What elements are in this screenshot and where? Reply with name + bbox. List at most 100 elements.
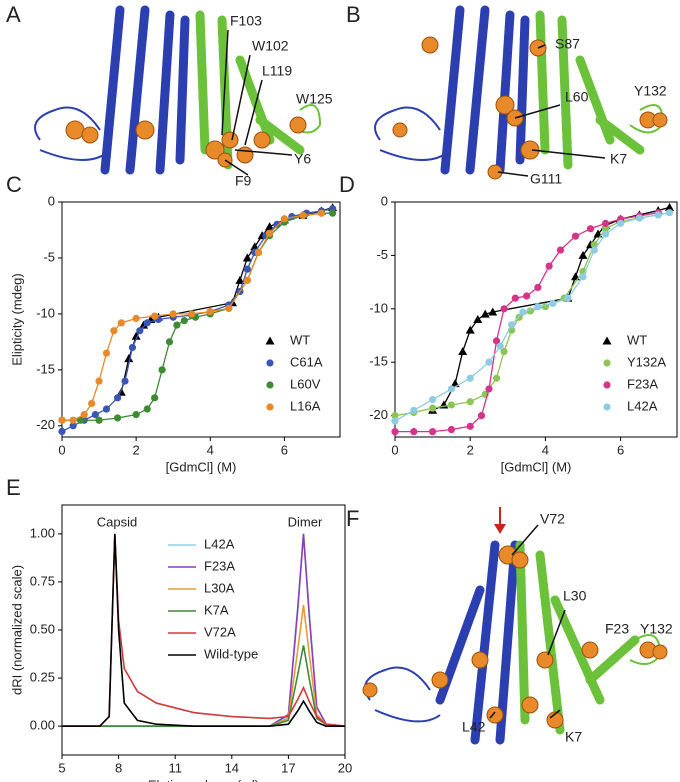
marker [429, 396, 437, 404]
legend-label: WT [290, 332, 310, 347]
marker [69, 416, 77, 424]
marker [458, 347, 468, 356]
marker [665, 209, 674, 217]
marker [188, 310, 196, 318]
marker [76, 416, 85, 424]
pointer [244, 79, 263, 146]
marker [466, 422, 474, 430]
residue-label: F23 [605, 621, 629, 637]
panel-letter: F [346, 506, 359, 531]
legend-marker [266, 381, 274, 389]
marker [132, 314, 140, 322]
marker [254, 248, 263, 256]
marker [273, 220, 281, 228]
legend-label: L16A [290, 398, 321, 413]
marker [173, 321, 181, 329]
residue-label: V72 [540, 511, 565, 527]
pointer [231, 54, 251, 141]
y-tick-label: -5 [43, 249, 55, 264]
pointer [531, 149, 606, 159]
y-tick-label: -5 [376, 247, 388, 262]
x-tick-label: 2 [467, 442, 474, 457]
marker [328, 209, 337, 217]
marker [601, 230, 610, 238]
marker [143, 405, 151, 413]
marker [180, 317, 188, 325]
panel-letter: B [346, 2, 361, 27]
pointer [547, 609, 566, 656]
marker [466, 374, 474, 382]
panel-letter: E [6, 475, 21, 500]
y-tick-label: 1.00 [30, 525, 55, 540]
series-line [394, 214, 659, 417]
marker [58, 416, 66, 424]
marker [429, 428, 437, 436]
panel-letter: C [6, 172, 22, 197]
x-tick-label: 4 [542, 442, 549, 457]
helix [515, 540, 640, 735]
marker [58, 427, 66, 436]
marker [69, 422, 77, 430]
marker [654, 211, 662, 219]
y-tick-label: 0 [48, 193, 55, 208]
marker [523, 292, 531, 300]
residue-label: G111 [530, 171, 562, 187]
marker [265, 222, 275, 231]
x-tick-label: 2 [133, 442, 140, 457]
helix [440, 5, 530, 175]
marker [578, 250, 588, 259]
marker [102, 405, 111, 413]
x-tick-label: 14 [225, 760, 239, 775]
y-tick-label: -10 [369, 300, 388, 315]
legend-label: C61A [290, 354, 323, 369]
legend-label: Y132A [627, 354, 666, 369]
residue-label: L60 [565, 89, 589, 105]
legend-label: L42A [204, 536, 235, 551]
residue-label: L119 [262, 63, 292, 79]
marker [549, 299, 557, 308]
x-tick-label: 8 [115, 760, 122, 775]
marker [534, 283, 542, 292]
marker [579, 273, 587, 281]
y-tick-label: 0.50 [30, 621, 55, 636]
marker [391, 417, 399, 425]
legend-marker [603, 403, 611, 411]
y-tick-label: 0 [381, 193, 388, 208]
marker [110, 327, 118, 335]
residue-label: K7 [610, 151, 627, 167]
marker [95, 377, 103, 385]
marker [447, 401, 455, 409]
annotation: Capsid [97, 514, 137, 529]
x-tick-label: 6 [281, 442, 288, 457]
annotation: Dimer [288, 514, 323, 529]
x-tick-label: 20 [338, 760, 352, 775]
marker [534, 303, 542, 311]
legend-marker [265, 336, 275, 345]
x-tick-label: 6 [617, 442, 624, 457]
marker [590, 246, 598, 254]
y-tick-label: 0.25 [30, 670, 55, 685]
marker [136, 327, 144, 335]
pointer [234, 149, 293, 156]
marker [410, 428, 418, 436]
y-tick-label: -20 [369, 407, 388, 422]
residue-label: Y132 [640, 621, 673, 637]
y-tick-label: -15 [369, 354, 388, 369]
x-tick-label: 17 [281, 760, 295, 775]
marker [500, 347, 508, 356]
plot-frame [61, 201, 341, 438]
marker [473, 315, 483, 323]
marker [480, 309, 490, 318]
pointer [549, 709, 561, 719]
legend-label: WT [627, 332, 647, 347]
marker [206, 308, 214, 316]
x-tick-label: 11 [168, 760, 182, 775]
marker [114, 414, 122, 422]
pointer [221, 29, 229, 136]
x-tick-label: 0 [391, 442, 398, 457]
marker [485, 358, 493, 366]
marker [124, 354, 134, 363]
x-axis-label: [GdmCl] (M) [501, 459, 572, 474]
x-tick-label: 5 [58, 760, 65, 775]
